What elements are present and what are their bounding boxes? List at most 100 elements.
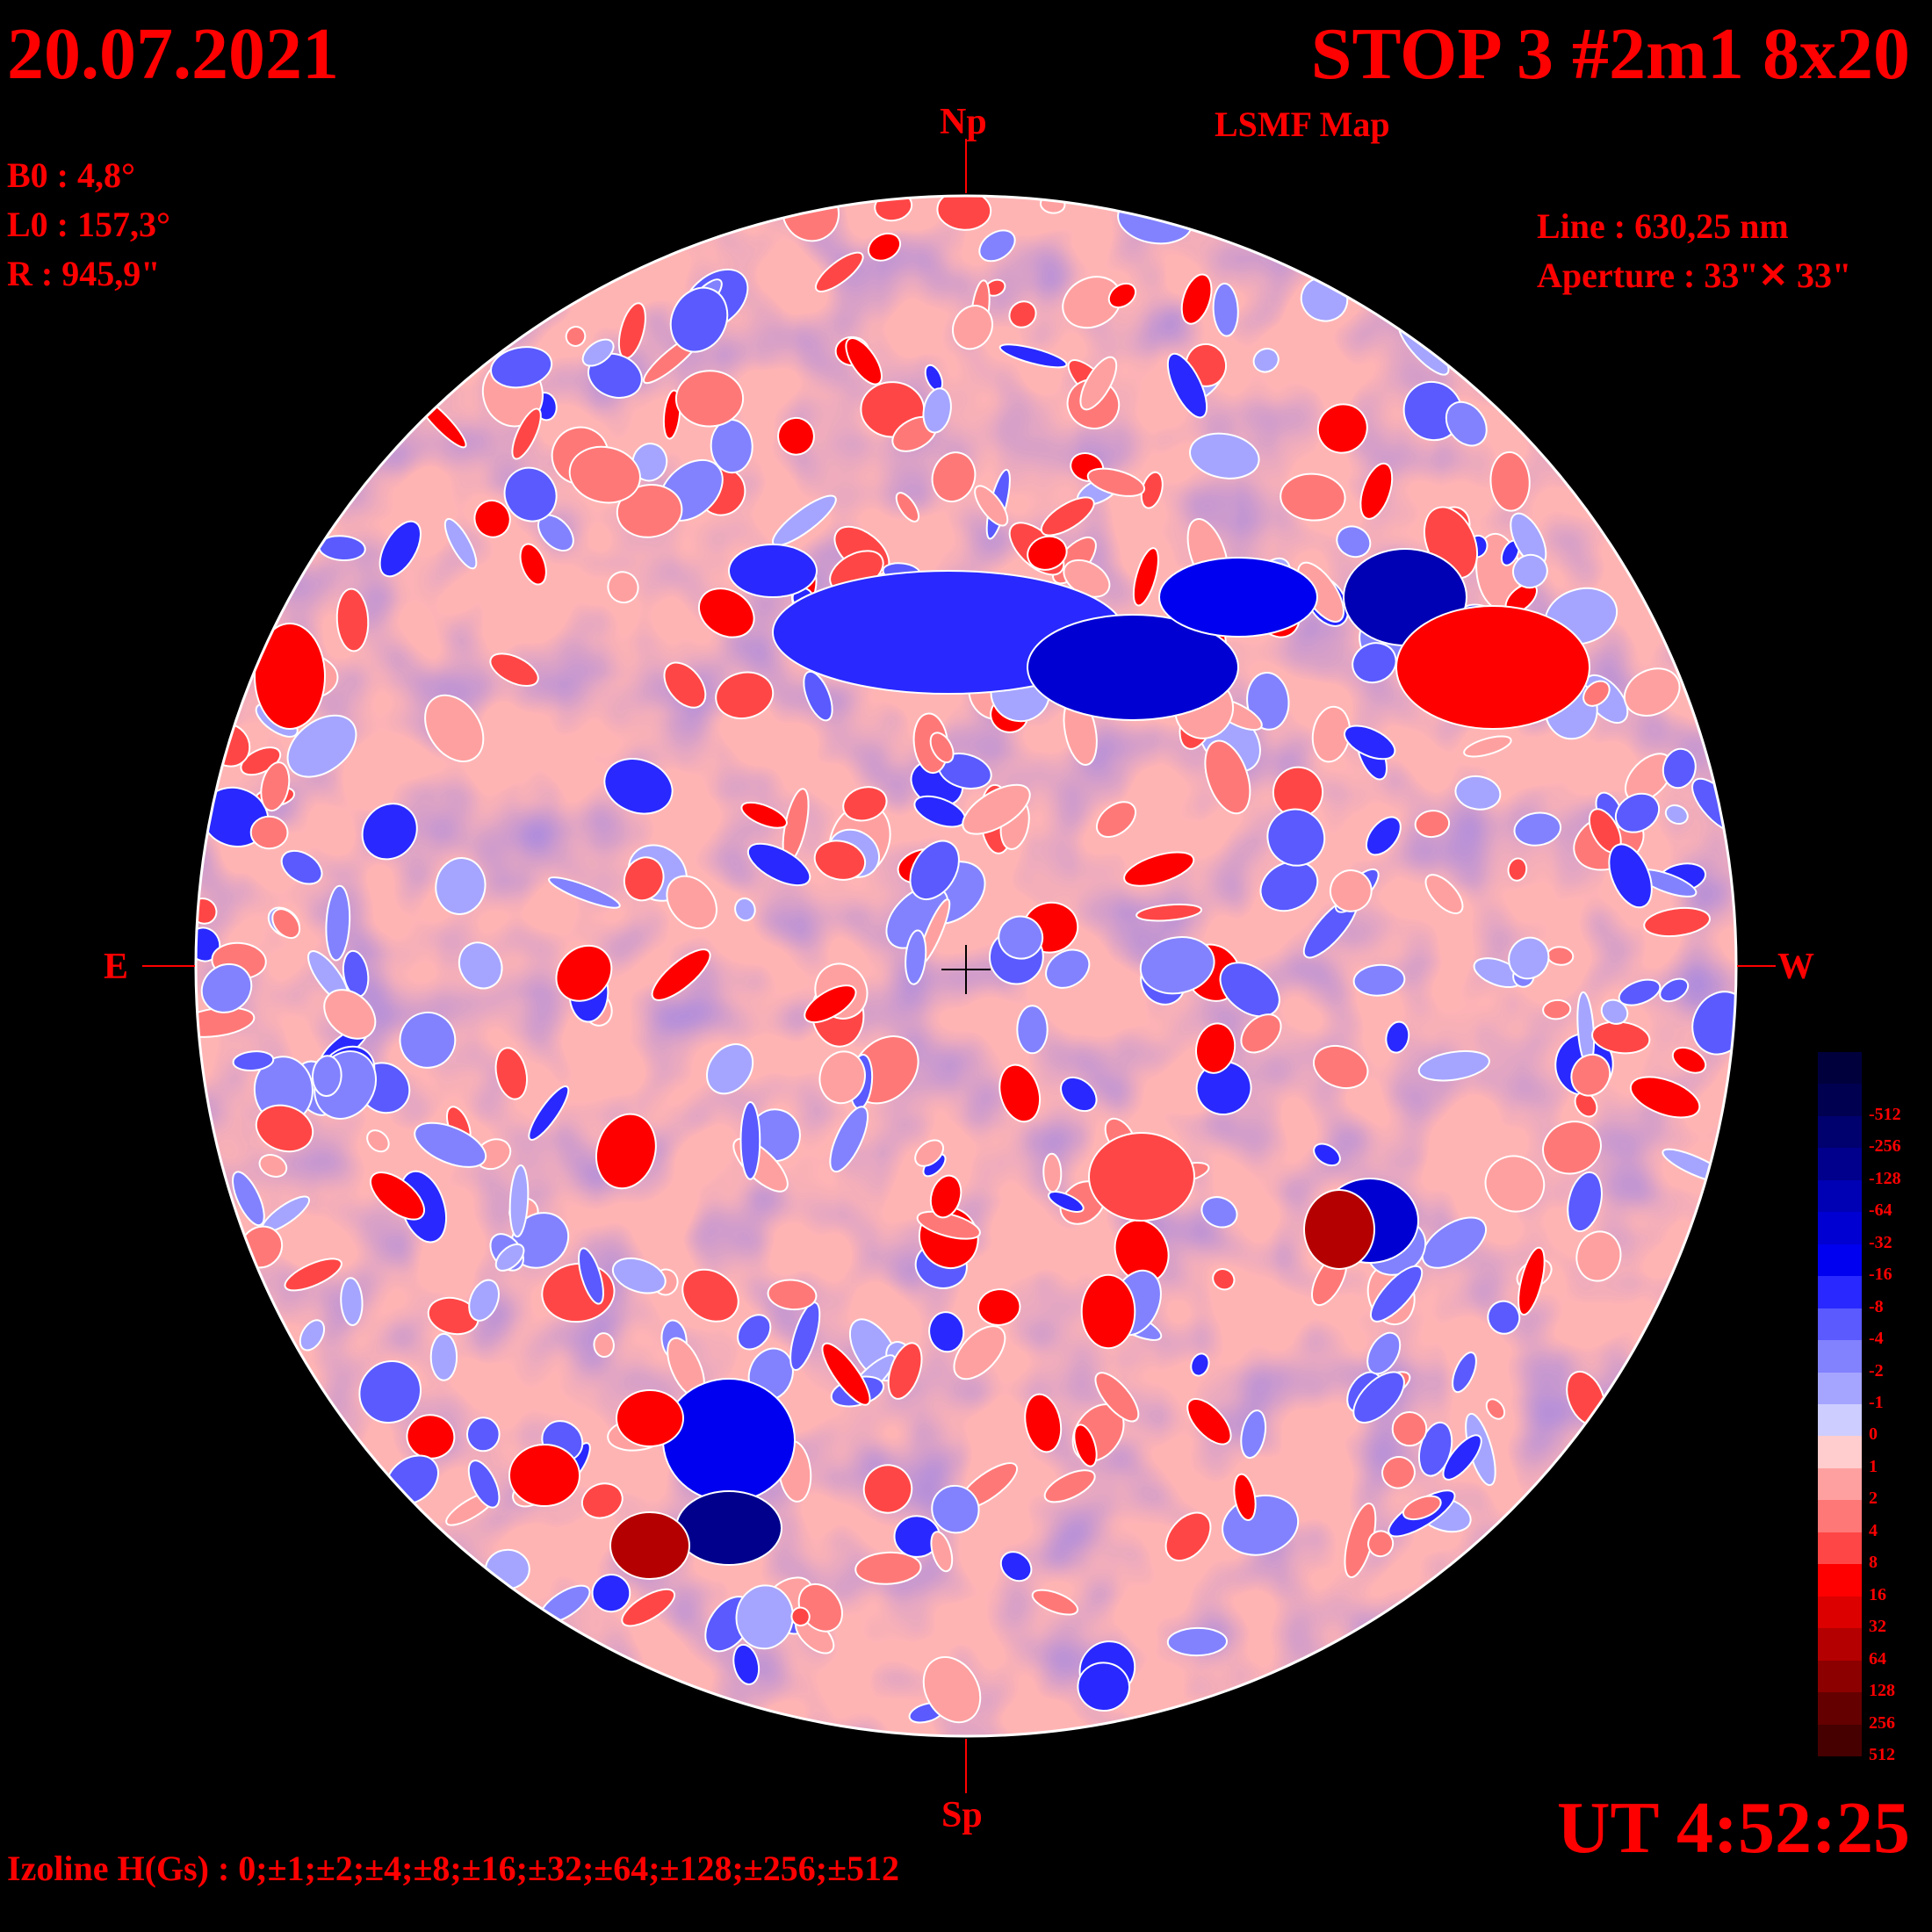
positive-field-patch [565,326,587,347]
negative-field-patch [286,714,357,778]
negative-field-patch [734,897,756,922]
positive-field-patch [790,1606,811,1627]
negative-field-patch [737,1314,772,1351]
negative-field-patch [746,842,811,887]
positive-field-patch [473,499,511,538]
negative-field-patch [1659,977,1690,1003]
negative-field-patch [1166,1626,1228,1657]
colorbar-swatch [1818,1244,1862,1277]
negative-field-patch [905,929,927,985]
solar-disk [196,196,1736,1736]
colorbar-swatch [1818,1340,1862,1373]
spectral-line: Line : 630,25 nm [1537,206,1789,246]
negative-field-patch [1452,1352,1477,1394]
colorbar-swatch [1818,1660,1862,1693]
positive-field-patch [977,1288,1021,1326]
negative-field-patch [1600,998,1629,1025]
positive-field-patch [1024,1393,1063,1453]
b0-value: B0 : 4,8° [7,155,135,195]
positive-field-patch [1186,1398,1232,1445]
colorbar-label: -32 [1869,1232,1892,1252]
map-title: STOP 3 #2m1 8x20 [1310,13,1910,95]
positive-field-patch [842,786,888,822]
colorbar-swatch [1818,1436,1862,1469]
negative-field-patch [999,1551,1033,1582]
positive-field-patch [1280,472,1346,522]
negative-field-patch [528,1085,570,1141]
colorbar-swatch [1818,1148,1862,1181]
negative-field-patch [361,803,418,861]
negative-field-patch [503,466,558,523]
negative-field-patch [1266,808,1326,867]
colorbar-swatch [1818,1467,1862,1501]
positive-field-patch [740,801,788,829]
positive-field-patch [936,196,992,231]
negative-field-patch [414,1121,487,1168]
negative-field-patch [311,1055,342,1097]
positive-field-patch [1489,451,1531,512]
negative-field-patch [1139,936,1215,995]
positive-field-patch [1542,998,1572,1020]
positive-field-patch [623,856,665,902]
positive-field-patch [929,1174,962,1219]
l0-value: L0 : 157,3° [7,205,170,244]
positive-field-patch [929,732,955,764]
positive-field-patch [1414,810,1451,839]
strong-field-region [1088,1132,1195,1222]
colorbar-swatch [1818,1084,1862,1117]
negative-field-patch [1417,1421,1453,1477]
positive-field-patch [258,1154,288,1178]
negative-field-patch [1048,1191,1085,1213]
negative-field-patch [922,387,952,434]
colorbar-swatch [1818,1692,1862,1726]
negative-field-patch [465,1417,501,1453]
negative-field-patch [1512,553,1548,589]
negative-field-patch [1513,811,1562,847]
positive-field-patch [815,251,864,292]
colorbar-label: -4 [1869,1329,1884,1349]
positive-field-patch [370,1171,425,1221]
negative-field-patch [998,343,1068,369]
positive-field-patch [1312,1045,1369,1089]
positive-field-patch [489,652,539,688]
positive-field-patch [621,1588,676,1627]
positive-field-patch [427,1296,479,1336]
positive-field-patch [1381,1456,1416,1489]
positive-field-patch [1031,1589,1079,1616]
positive-field-patch [930,1531,954,1573]
positive-field-patch [1367,1530,1395,1558]
positive-field-patch [1485,1398,1506,1420]
negative-field-patch [325,884,351,962]
positive-field-patch [1575,1230,1622,1282]
colorbar-swatch [1818,1212,1862,1245]
positive-field-patch [1623,667,1681,717]
positive-field-patch [1463,735,1512,758]
strong-field-region [1303,1189,1375,1270]
positive-field-patch [1391,1410,1428,1447]
positive-field-patch [1212,1268,1236,1291]
positive-field-patch [1164,1511,1212,1562]
negative-field-patch [1352,1371,1405,1424]
strong-field-region [609,1511,690,1580]
negative-field-patch [1219,962,1280,1018]
positive-field-patch [1233,1473,1257,1521]
negative-field-patch [928,1311,965,1353]
negative-field-patch [1252,348,1280,373]
negative-field-patch [1487,1300,1521,1335]
colorbar-label: -512 [1869,1104,1901,1124]
colorbar-label: -2 [1869,1360,1884,1381]
colorbar-label: 8 [1869,1553,1878,1573]
positive-field-patch [607,571,639,604]
west-label: W [1777,947,1814,987]
colorbar-swatch [1818,1596,1862,1629]
negative-field-patch [1189,432,1260,479]
positive-field-patch [1517,1246,1546,1316]
positive-field-patch [952,305,993,350]
negative-field-patch [494,1243,525,1272]
positive-field-patch [593,1332,615,1359]
negative-field-patch [1259,861,1319,912]
positive-field-patch [854,1551,922,1585]
negative-field-patch [1212,282,1239,337]
negative-field-patch [578,1247,604,1305]
strong-field-region [675,1490,782,1566]
